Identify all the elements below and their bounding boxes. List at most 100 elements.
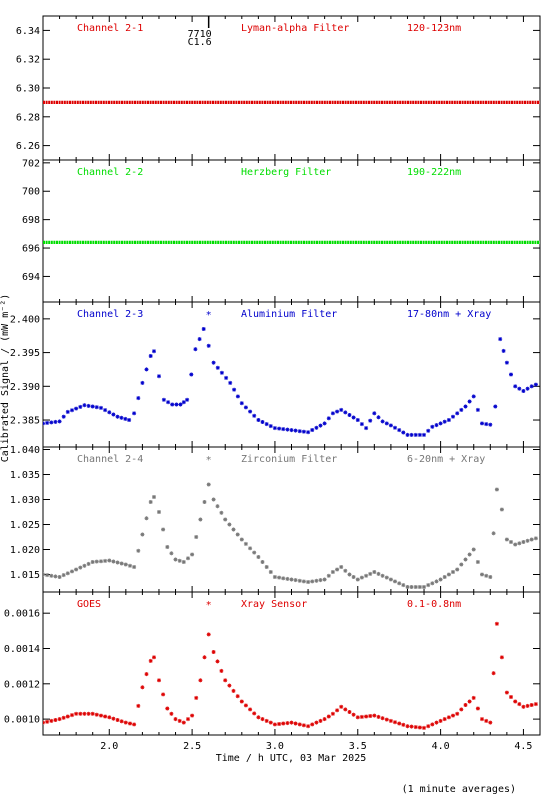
- data-point-star: [289, 577, 294, 582]
- y-tick-label: 1.015: [10, 570, 40, 581]
- data-point-star: [310, 722, 315, 727]
- data-point-star: [401, 430, 406, 435]
- data-point-star: [504, 360, 509, 365]
- data-point-star: [413, 725, 418, 730]
- data-point-star: [442, 575, 447, 579]
- data-point-star: [90, 711, 95, 716]
- data-point-star: [471, 547, 476, 552]
- data-point-star: [231, 527, 236, 532]
- data-point-star: [467, 552, 472, 557]
- data-point-star: [335, 567, 340, 572]
- data-point-star: [206, 343, 211, 348]
- data-point-star: [525, 538, 530, 543]
- data-point-star: [65, 571, 70, 576]
- y-tick-label: 0.0014: [4, 644, 40, 655]
- data-point-star: [119, 561, 124, 566]
- data-point-star: [438, 421, 443, 426]
- data-point-star: [359, 575, 364, 580]
- panel-frame: [42, 301, 541, 448]
- data-point-star: [49, 420, 54, 425]
- data-point-star: [521, 704, 526, 709]
- data-point-star: [351, 712, 356, 717]
- data-point-star: [438, 718, 443, 723]
- data-point-star: [43, 421, 45, 426]
- data-point-star: [49, 573, 54, 578]
- data-point-star: [455, 711, 460, 716]
- data-point-star: [45, 719, 50, 724]
- data-point-star: [413, 585, 418, 589]
- data-point-star: [509, 372, 513, 377]
- data-point-star: [434, 423, 439, 428]
- data-point-star: [152, 349, 156, 354]
- data-point-star: [289, 428, 294, 433]
- data-point-star: [49, 718, 54, 723]
- data-point-star: [272, 722, 277, 727]
- data-point-star: [185, 397, 190, 402]
- data-point-star: [189, 372, 194, 377]
- data-point-star: [491, 671, 496, 676]
- panel-4: 1.015 1.020 1.025 1.030 1.035 1.040 Channel 2-…: [10, 445, 541, 593]
- data-point-star: [256, 715, 261, 720]
- band-label: 17-80nm + Xray: [407, 309, 491, 320]
- data-point-star: [268, 570, 273, 574]
- data-point-star: [127, 418, 132, 422]
- data-point-star: [368, 418, 373, 423]
- y-tick-label: 0.0012: [4, 679, 40, 690]
- data-point-star: [202, 500, 207, 504]
- band-label: 190-222nm: [407, 167, 461, 178]
- y-tick-label: 0.0016: [4, 609, 40, 620]
- data-point-star: [215, 365, 220, 370]
- data-point-star: [107, 558, 112, 563]
- data-point-star: [322, 577, 327, 582]
- data-point-star: [301, 723, 306, 728]
- data-point-star: [65, 714, 70, 719]
- data-point-star: [115, 560, 120, 565]
- data-point-star: [343, 568, 348, 573]
- data-point-star: [239, 699, 244, 704]
- data-point-star: [99, 559, 103, 564]
- data-point-star: [264, 718, 269, 723]
- data-point-star: [174, 402, 179, 407]
- data-point-star: [157, 374, 161, 379]
- filter-label: Herzberg Filter: [241, 167, 331, 178]
- data-point-star: [144, 672, 149, 677]
- data-point-star: [94, 712, 99, 717]
- data-point-star: [248, 546, 253, 551]
- data-point-star: [484, 718, 489, 723]
- data-point-star: [322, 717, 327, 722]
- y-tick-label: 696: [22, 244, 40, 255]
- data-point-star: [484, 422, 489, 427]
- data-point-star: [401, 583, 406, 588]
- data-point-star: [434, 720, 439, 725]
- data-point-star: [140, 532, 145, 537]
- data-point-star: [339, 704, 344, 709]
- data-point-star: [119, 415, 124, 420]
- data-point-star: [376, 415, 381, 420]
- data-point-star: [140, 685, 145, 690]
- data-point-star: [339, 407, 344, 412]
- filter-label: Lyman-alpha Filter: [241, 23, 349, 34]
- x-tick-label: 4.0: [432, 741, 450, 752]
- data-point-star: [123, 720, 128, 725]
- data-point-star: [181, 400, 186, 405]
- data-point-star: [82, 711, 87, 716]
- data-point-star: [438, 577, 443, 582]
- data-point-star: [99, 713, 103, 718]
- data-point-star: [148, 354, 153, 358]
- data-point-star: [330, 711, 335, 716]
- data-point-star: [480, 717, 484, 722]
- data-point-star: [252, 413, 257, 418]
- data-point-star: [326, 573, 331, 578]
- data-point-star: [475, 706, 480, 711]
- data-point-star: [111, 559, 116, 564]
- data-point-star: [451, 570, 455, 574]
- y-tick-label: 2.400: [10, 314, 40, 325]
- data-point-star: [335, 409, 340, 414]
- data-point-star: [277, 575, 282, 580]
- data-point-star: [384, 575, 389, 580]
- data-point-star: [272, 575, 277, 579]
- data-point-star: [376, 571, 381, 576]
- data-point-star: [521, 389, 526, 393]
- data-point-star: [405, 585, 410, 589]
